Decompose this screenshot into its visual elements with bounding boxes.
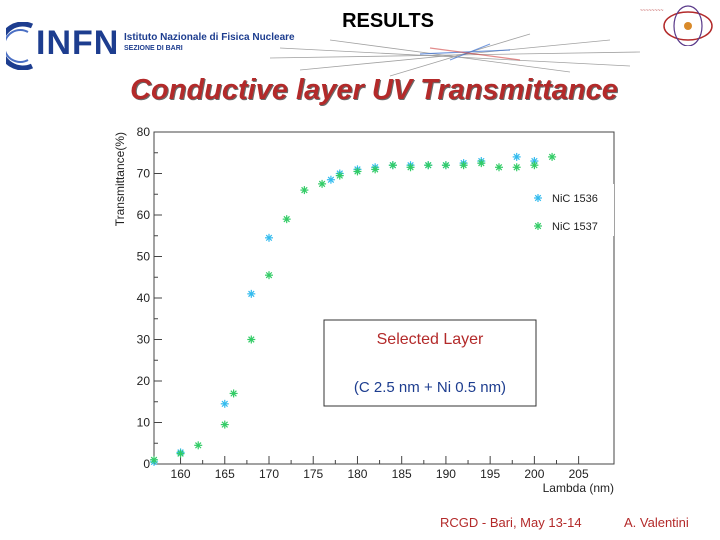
plot-frame (153, 131, 615, 465)
infn-mark-icon (6, 22, 34, 70)
footer-author: A. Valentini (624, 515, 689, 530)
institute-section: SEZIONE DI BARI (124, 45, 183, 52)
data-point (459, 161, 468, 170)
selected-layer-annotation: Selected Layer (C 2.5 nm + Ni 0.5 nm) (323, 319, 537, 407)
y-tick-label: 20 (137, 374, 151, 388)
y-tick-label: 0 (143, 457, 150, 471)
data-point (406, 163, 415, 172)
data-point (318, 179, 327, 188)
x-tick-label: 190 (436, 467, 456, 481)
data-point (495, 163, 503, 172)
x-tick-label: 180 (347, 467, 367, 481)
series-2 (150, 152, 557, 464)
x-tick-label: 195 (480, 467, 500, 481)
collision-banner-icon (270, 33, 640, 77)
data-point (282, 215, 291, 224)
svg-text:~~~~~~~~: ~~~~~~~~ (640, 8, 663, 14)
data-point (247, 289, 256, 298)
data-point (220, 399, 229, 408)
x-tick-label: 185 (392, 467, 412, 481)
annotation-composition: (C 2.5 nm + Ni 0.5 nm) (354, 379, 506, 396)
y-tick-label: 40 (137, 291, 151, 305)
data-point (150, 455, 158, 464)
x-tick-label: 175 (303, 467, 323, 481)
footer-event: RCGD - Bari, May 13-14 (440, 515, 582, 530)
data-point (176, 449, 185, 458)
data-point (512, 152, 521, 161)
legend: NiC 1536 NiC 1537 (526, 184, 614, 236)
data-point (371, 165, 380, 174)
infn-logo-word: INFN (36, 24, 120, 62)
data-point (265, 271, 273, 280)
x-tick-label: 170 (259, 467, 279, 481)
x-tick-label: 165 (215, 467, 235, 481)
infn-logo: INFN Istituto Nazionale di Fisica Nuclea… (6, 18, 295, 74)
data-point (326, 175, 335, 184)
data-point (441, 161, 450, 170)
data-point (512, 163, 521, 172)
data-point (194, 441, 203, 450)
y-tick-label: 10 (137, 416, 151, 430)
data-point (548, 152, 557, 161)
legend-marker (534, 222, 542, 230)
y-tick-label: 70 (137, 167, 151, 181)
y-tick-label: 50 (137, 250, 151, 264)
y-axis-label: Transmittance(%) (113, 132, 127, 226)
data-point (229, 389, 238, 398)
data-point (265, 233, 273, 242)
annotation-box (323, 319, 537, 407)
data-point (335, 171, 344, 180)
x-tick-label: 160 (171, 467, 191, 481)
data-point (424, 161, 433, 170)
y-tick-label: 80 (137, 126, 151, 139)
x-axis-label: Lambda (nm) (543, 481, 614, 495)
institute-name: Istituto Nazionale di Fisica Nucleare (124, 32, 295, 43)
slide-title: RESULTS (342, 10, 434, 32)
data-point (530, 161, 539, 170)
data-point (300, 186, 309, 195)
annotation-title: Selected Layer (377, 331, 484, 348)
data-point (247, 335, 256, 344)
conference-logo-icon: ~~~~~~~~ (640, 5, 713, 46)
data-point (477, 159, 486, 168)
main-title: Conductive layer UV Transmittance (130, 74, 618, 106)
legend-label: NiC 1537 (552, 221, 598, 233)
data-point (353, 167, 362, 176)
x-tick-label: 205 (569, 467, 589, 481)
transmittance-chart: 160 165 170 175 180 185 190 195 200 205 0 10 20 30 40 5… (113, 126, 615, 495)
x-tick-label: 200 (524, 467, 544, 481)
data-point (220, 420, 229, 429)
y-tick-label: 30 (137, 333, 151, 347)
data-point (388, 161, 397, 170)
y-tick-label: 60 (137, 208, 151, 222)
legend-box (526, 184, 614, 236)
legend-label: NiC 1536 (552, 193, 598, 205)
legend-marker (534, 194, 542, 202)
